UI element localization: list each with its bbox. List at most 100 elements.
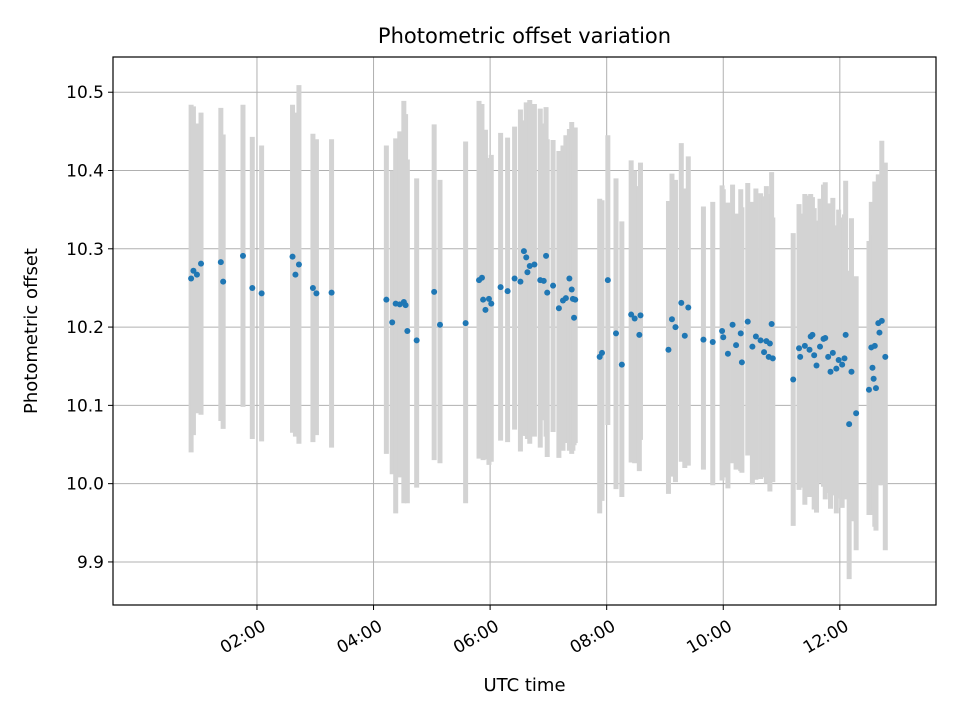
- data-point: [729, 321, 736, 328]
- data-point: [485, 295, 492, 302]
- data-point: [292, 271, 299, 278]
- data-point: [827, 368, 834, 375]
- data-point: [768, 320, 775, 327]
- data-point: [737, 330, 744, 337]
- data-point: [488, 300, 495, 307]
- data-point: [870, 375, 877, 382]
- y-tick-label: 10.5: [66, 83, 104, 103]
- data-point: [618, 361, 625, 368]
- data-point: [668, 316, 675, 323]
- y-axis-title: Photometric offset: [21, 248, 42, 414]
- data-point: [842, 331, 849, 338]
- data-point: [540, 277, 547, 284]
- data-point: [822, 335, 829, 342]
- data-point: [431, 288, 438, 295]
- data-point: [497, 284, 504, 291]
- data-point: [869, 364, 876, 371]
- data-point: [720, 334, 727, 341]
- data-point: [829, 349, 836, 356]
- data-point: [876, 329, 883, 336]
- data-point: [436, 321, 443, 328]
- data-point: [604, 277, 611, 284]
- x-axis: 02:00 04:00 06:00 08:00 10:00 12:00: [217, 605, 852, 658]
- data-point: [520, 248, 527, 255]
- data-point: [402, 302, 409, 309]
- data-point: [700, 336, 707, 343]
- y-tick-label: 9.9: [77, 553, 104, 573]
- x-tick-label: 12:00: [800, 616, 852, 658]
- data-point: [796, 345, 803, 352]
- data-point: [744, 318, 751, 325]
- data-point: [193, 271, 200, 278]
- data-point: [833, 365, 840, 372]
- data-point: [526, 263, 533, 270]
- x-tick-label: 02:00: [217, 616, 269, 658]
- data-point: [568, 286, 575, 293]
- data-point: [749, 343, 756, 350]
- data-point: [517, 278, 524, 285]
- data-point: [882, 353, 889, 360]
- data-point: [631, 315, 638, 322]
- data-point: [839, 361, 846, 368]
- data-point: [628, 311, 635, 318]
- data-point: [733, 342, 740, 349]
- data-point: [761, 349, 768, 356]
- data-point: [550, 282, 557, 289]
- data-point: [752, 333, 759, 340]
- data-point: [719, 328, 726, 334]
- y-tick-label: 10.0: [66, 475, 104, 495]
- data-point: [613, 330, 620, 337]
- data-point: [544, 289, 551, 296]
- data-point: [797, 353, 804, 360]
- data-point: [681, 332, 688, 339]
- y-tick-label: 10.2: [66, 318, 104, 338]
- y-tick-label: 10.1: [66, 396, 104, 416]
- data-point: [511, 275, 518, 282]
- data-point: [383, 296, 390, 303]
- x-tick-label: 04:00: [334, 616, 386, 658]
- data-point: [872, 385, 879, 392]
- x-tick-label: 06:00: [450, 616, 502, 658]
- data-point: [389, 319, 396, 326]
- data-point: [220, 278, 227, 285]
- y-axis: 9.9 10.0 10.1 10.2 10.3 10.4 10.5: [66, 83, 113, 573]
- data-points: [188, 248, 889, 428]
- data-point: [482, 306, 489, 313]
- data-point: [846, 421, 853, 428]
- data-point: [672, 324, 679, 331]
- data-point: [523, 254, 530, 261]
- chart-title: Photometric offset variation: [378, 24, 671, 48]
- data-point: [738, 359, 745, 366]
- y-tick-label: 10.4: [66, 162, 104, 182]
- plot-frame: [112, 56, 937, 606]
- data-point: [678, 299, 685, 306]
- data-point: [188, 275, 195, 282]
- data-point: [811, 352, 818, 359]
- data-point: [478, 274, 485, 281]
- data-point: [599, 349, 606, 356]
- data-point: [480, 296, 487, 303]
- data-point: [865, 386, 872, 393]
- data-point: [835, 356, 842, 363]
- data-point: [665, 346, 672, 353]
- data-point: [524, 269, 531, 276]
- data-point: [848, 368, 855, 375]
- data-point: [709, 338, 716, 345]
- data-point: [258, 290, 265, 297]
- data-point: [724, 350, 731, 357]
- data-point: [806, 346, 813, 353]
- x-axis-title: UTC time: [483, 675, 565, 696]
- data-point: [531, 261, 538, 268]
- data-point: [562, 295, 569, 302]
- data-point: [543, 252, 550, 259]
- data-point: [239, 252, 246, 259]
- data-point: [217, 259, 224, 266]
- data-point: [462, 320, 469, 327]
- data-point: [769, 355, 776, 362]
- data-point: [809, 331, 816, 338]
- data-point: [572, 296, 579, 303]
- data-point: [404, 328, 411, 334]
- data-point: [295, 261, 302, 268]
- data-point: [841, 355, 848, 362]
